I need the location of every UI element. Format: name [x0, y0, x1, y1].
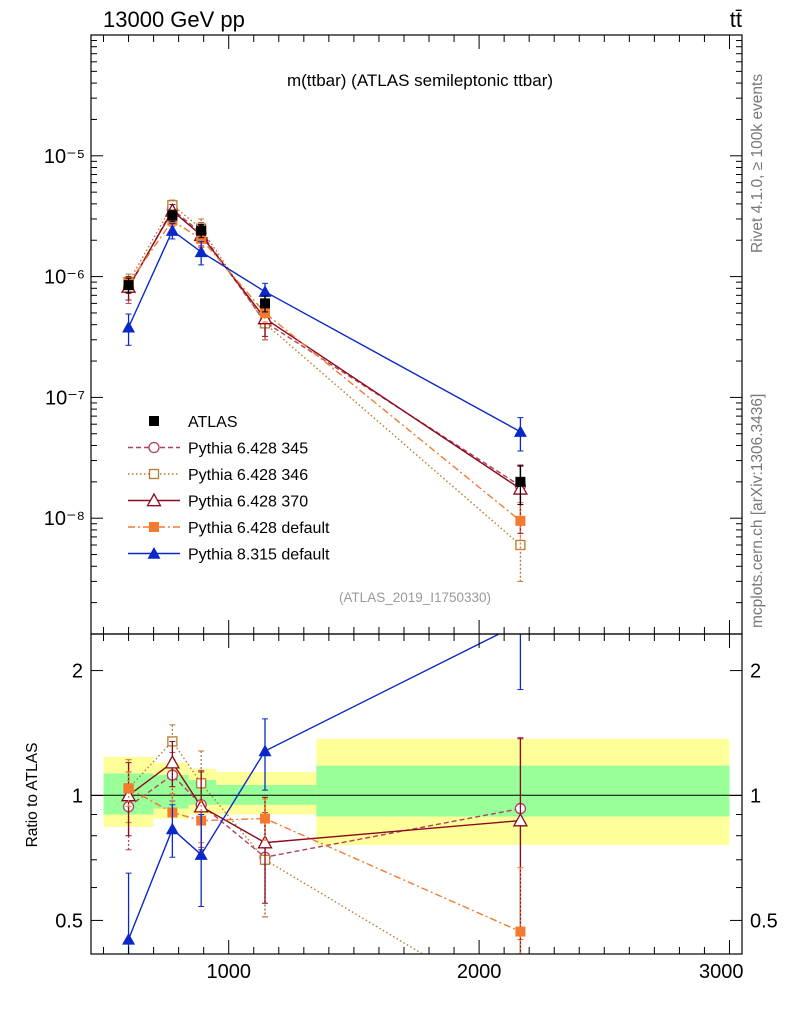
x-tick-label: 2000: [457, 961, 502, 983]
legend-entry-pythia-6-428-default: Pythia 6.428 default: [128, 520, 330, 537]
legend-label: ATLAS: [188, 414, 238, 431]
data-point: [515, 515, 526, 526]
series-atlas: [123, 209, 526, 505]
data-point: [123, 280, 134, 291]
mcplots-label: mcplots.cern.ch [arXiv:1306.3436]: [749, 394, 766, 628]
data-point: [515, 476, 526, 487]
data-point: [513, 425, 527, 437]
legend-label: Pythia 6.428 370: [188, 494, 308, 511]
legend-entry-pythia-6-428-370: Pythia 6.428 370: [128, 492, 308, 511]
data-point: [122, 320, 136, 333]
x-tick-label: 3000: [699, 961, 744, 983]
process-label: tt̄: [730, 7, 742, 32]
legend-marker: [149, 522, 159, 532]
chart-title: m(ttbar) (ATLAS semileptonic ttbar): [287, 71, 553, 90]
ratio-point: [260, 813, 271, 824]
uncertainty-band-green: [153, 775, 189, 809]
ratio-y-tick-label-right: 1: [750, 785, 761, 807]
analysis-tag: (ATLAS_2019_I1750330): [339, 590, 491, 605]
ratio-line-pythia-6-428-345: [128, 774, 521, 858]
ratio-point: [194, 848, 208, 860]
series-pythia-6-428-370: [120, 203, 529, 534]
data-point: [260, 298, 271, 309]
legend-marker: [147, 547, 161, 559]
ratio-y-tick-label-left: 1: [72, 785, 83, 807]
main-axes: 10⁻⁵ 10⁻⁶ 10⁻⁷ 10⁻⁸: [44, 34, 742, 634]
series-pythia-8-315-default: [122, 223, 527, 452]
ratio-y-tick-label-left: 2: [72, 661, 83, 683]
ratio-point: [164, 754, 180, 769]
legend-marker: [146, 492, 162, 507]
legend-label: Pythia 6.428 345: [188, 441, 308, 458]
ratio-y-tick-label-left: 0.5: [55, 910, 83, 932]
ratio-y-axis-label: Ratio to ATLAS: [24, 743, 41, 848]
main-data-layer: [120, 199, 529, 582]
y-tick-label: 10⁻⁵: [44, 146, 85, 168]
data-point: [258, 285, 272, 297]
y-tick-label: 10⁻⁷: [45, 387, 85, 409]
y-tick-label: 10⁻⁸: [44, 508, 85, 530]
y-tick-label: 10⁻⁶: [44, 267, 85, 289]
legend-label: Pythia 8.315 default: [188, 547, 330, 564]
data-point: [165, 224, 179, 236]
ratio-panel: 0.5 0.5 1 1 2 2 1000 2000 3000 Ratio to ATLAS: [24, 633, 778, 983]
ratio-y-tick-label-right: 2: [750, 661, 761, 683]
main-frame: [90, 34, 743, 635]
ratio-point: [165, 822, 179, 835]
ratio-series-pythia-8-315-default: [122, 634, 524, 954]
legend: ATLAS Pythia 6.428 345 Pythia 6.428 346 Pyt…: [128, 414, 330, 564]
ratio-frame: [90, 633, 743, 955]
ratio-axes: 0.5 0.5 1 1 2 2 1000 2000 3000: [55, 634, 778, 983]
legend-entry-pythia-6-428-345: Pythia 6.428 345: [128, 441, 308, 458]
legend-marker: [149, 416, 159, 426]
x-tick-label: 1000: [206, 961, 251, 983]
ratio-point: [123, 783, 134, 794]
ratio-point: [257, 834, 273, 849]
series-line-pythia-8-315-default: [127, 229, 521, 433]
data-point: [196, 233, 207, 244]
data-point: [196, 225, 207, 236]
legend-marker: [148, 468, 160, 480]
data-point: [194, 245, 208, 258]
data-point: [260, 307, 271, 318]
ratio-data-layer: [120, 634, 529, 954]
legend-entry-atlas: ATLAS: [149, 414, 238, 431]
ratio-point: [122, 932, 136, 945]
ratio-point: [258, 744, 272, 757]
rivet-version-label: Rivet 4.1.0, ≥ 100k events: [749, 74, 766, 253]
data-point: [167, 210, 178, 221]
series-line-pythia-6-428-346: [127, 204, 521, 546]
legend-entry-pythia-6-428-346: Pythia 6.428 346: [128, 467, 308, 484]
legend-label: Pythia 6.428 346: [188, 467, 308, 484]
ratio-point: [515, 926, 526, 937]
energy-label: 13000 GeV pp: [103, 7, 245, 32]
legend-entry-pythia-8-315-default: Pythia 8.315 default: [128, 547, 330, 564]
legend-label: Pythia 6.428 default: [188, 520, 330, 537]
ratio-point: [512, 812, 529, 827]
series-pythia-6-428-default: [123, 215, 526, 551]
main-panel: 10⁻⁵ 10⁻⁶ 10⁻⁷ 10⁻⁸ m(ttbar) (ATLAS semilep…: [44, 34, 743, 635]
legend-marker: [148, 441, 160, 454]
ratio-y-tick-label-right: 0.5: [750, 910, 778, 932]
